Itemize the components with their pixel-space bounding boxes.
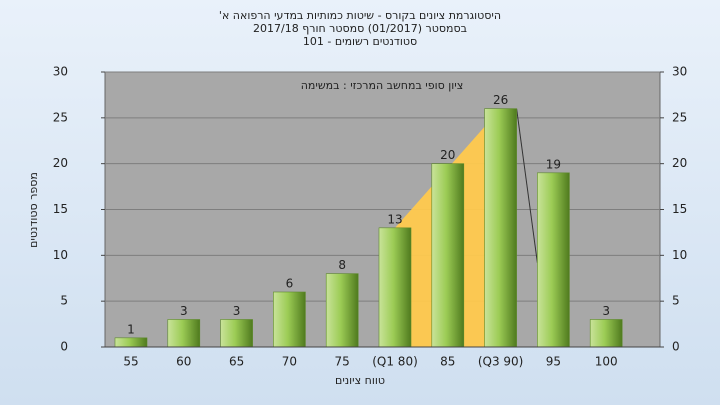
bar (273, 291, 306, 348)
value-label: 3 (180, 304, 188, 318)
y-tick-label: 10 (53, 248, 68, 262)
y-tick-label: 20 (53, 156, 68, 170)
x-tick-label: (Q3 90) (478, 355, 524, 369)
bar (220, 319, 253, 348)
bar (589, 319, 623, 348)
y2-tick-label: 15 (672, 202, 687, 216)
x-tick-label: 100 (595, 355, 618, 369)
x-tick-label: 55 (123, 355, 138, 369)
y2-tick-label: 20 (672, 156, 687, 170)
x-tick-label: 95 (546, 355, 561, 369)
bar (431, 163, 465, 348)
bar (325, 273, 359, 348)
y-tick-label: 15 (53, 202, 68, 216)
x-tick-label: (Q1 80) (372, 355, 418, 369)
y-tick-label: 5 (60, 294, 68, 308)
value-label: 3 (602, 304, 610, 318)
x-tick-label: 85 (440, 355, 455, 369)
value-label: 1 (127, 322, 135, 336)
y-axis-label: מספר סטודנטים (27, 172, 40, 248)
y2-tick-label: 10 (672, 248, 687, 262)
y2-tick-label: 5 (672, 294, 680, 308)
value-label: 19 (546, 157, 561, 171)
value-label: 26 (493, 93, 508, 107)
y2-tick-label: 30 (672, 65, 687, 79)
chart-title: היסטוגרמת ציונים בקורס - שיטות כמותיות ב… (219, 9, 501, 22)
chart-subtitle: סטודנטים רשומים - 101 (303, 35, 417, 48)
value-label: 13 (387, 212, 402, 226)
bar (484, 108, 517, 348)
y2-tick-label: 0 (672, 340, 680, 354)
y2-tick-label: 25 (672, 110, 687, 124)
annotation: ציון סופי במחשב המרכזי : במשימה (301, 79, 464, 92)
x-tick-label: 75 (335, 355, 350, 369)
y-tick-label: 30 (53, 65, 68, 79)
bar (537, 172, 570, 348)
bar (114, 337, 148, 348)
x-tick-label: 65 (229, 355, 244, 369)
x-axis-label: טווח ציונים (335, 374, 385, 387)
x-tick-label: 60 (176, 355, 191, 369)
value-label: 3 (233, 304, 241, 318)
value-label: 8 (338, 258, 346, 272)
y-tick-label: 0 (60, 340, 68, 354)
title-block: היסטוגרמת ציונים בקורס - שיטות כמותיות ב… (219, 9, 501, 48)
value-label: 6 (286, 277, 294, 291)
quartile-line (516, 108, 538, 263)
bar (378, 227, 412, 348)
bar (167, 319, 201, 348)
value-label: 20 (440, 148, 455, 162)
chart-subtitle: בסמסטר (01/2017) סמסטר חורף 2017/18 (253, 22, 467, 35)
y-tick-label: 25 (53, 110, 68, 124)
x-tick-label: 70 (282, 355, 297, 369)
